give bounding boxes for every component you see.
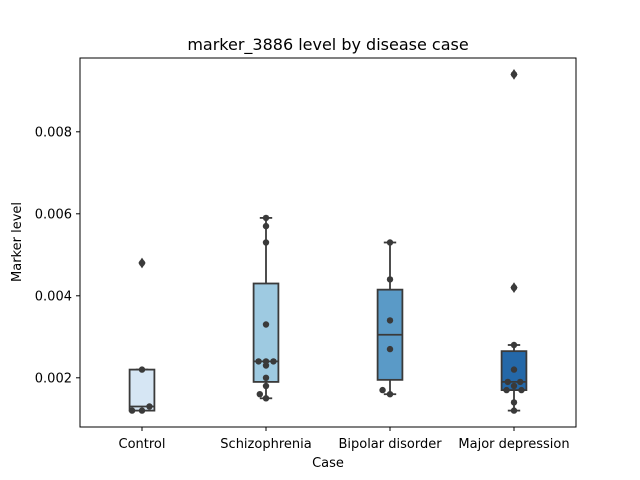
y-axis-label: Marker level xyxy=(10,202,25,282)
data-point xyxy=(262,358,270,365)
data-point xyxy=(146,403,153,410)
data-point xyxy=(386,239,394,246)
data-point xyxy=(510,366,518,373)
data-point xyxy=(386,276,394,283)
data-point xyxy=(262,222,270,230)
data-point xyxy=(510,382,518,390)
data-point xyxy=(262,214,270,222)
data-point xyxy=(262,395,270,402)
data-point xyxy=(270,358,277,365)
data-point xyxy=(138,366,146,373)
y-tick-label: 0.002 xyxy=(35,371,72,386)
data-point xyxy=(503,386,510,394)
data-point xyxy=(379,386,386,394)
points-layer xyxy=(128,71,525,414)
y-tick-label: 0.006 xyxy=(35,207,72,222)
data-point xyxy=(504,378,511,386)
plot-frame xyxy=(79,57,577,428)
data-point xyxy=(128,407,136,414)
x-tick-label: Schizophrenia xyxy=(220,437,311,452)
y-tick-label: 0.008 xyxy=(35,125,72,140)
x-tick-label: Control xyxy=(119,437,166,452)
x-tick-label: Bipolar disorder xyxy=(338,437,442,452)
data-point xyxy=(256,391,263,398)
data-point xyxy=(386,317,394,324)
x-axis-label: Case xyxy=(312,456,344,471)
axes-layer: 0.002 0.004 0.006 0.008 Control Schizophrenia… xyxy=(35,125,570,452)
boxes-layer xyxy=(128,69,528,412)
data-point xyxy=(518,386,525,394)
data-point xyxy=(510,71,518,78)
data-point xyxy=(262,239,270,246)
data-point xyxy=(262,321,270,328)
data-point xyxy=(138,259,146,267)
data-point xyxy=(386,391,394,398)
data-point xyxy=(510,284,518,291)
data-point xyxy=(510,399,518,406)
data-point xyxy=(517,378,524,386)
data-point xyxy=(138,407,146,414)
chart-title: marker_3886 level by disease case xyxy=(187,35,468,55)
data-point xyxy=(510,341,518,349)
data-point xyxy=(262,382,270,390)
x-tick-label: Major depression xyxy=(458,437,569,452)
data-point xyxy=(386,345,394,353)
y-tick-label: 0.004 xyxy=(35,289,72,304)
data-point xyxy=(262,374,270,381)
data-point xyxy=(510,407,518,414)
data-point xyxy=(255,358,262,365)
